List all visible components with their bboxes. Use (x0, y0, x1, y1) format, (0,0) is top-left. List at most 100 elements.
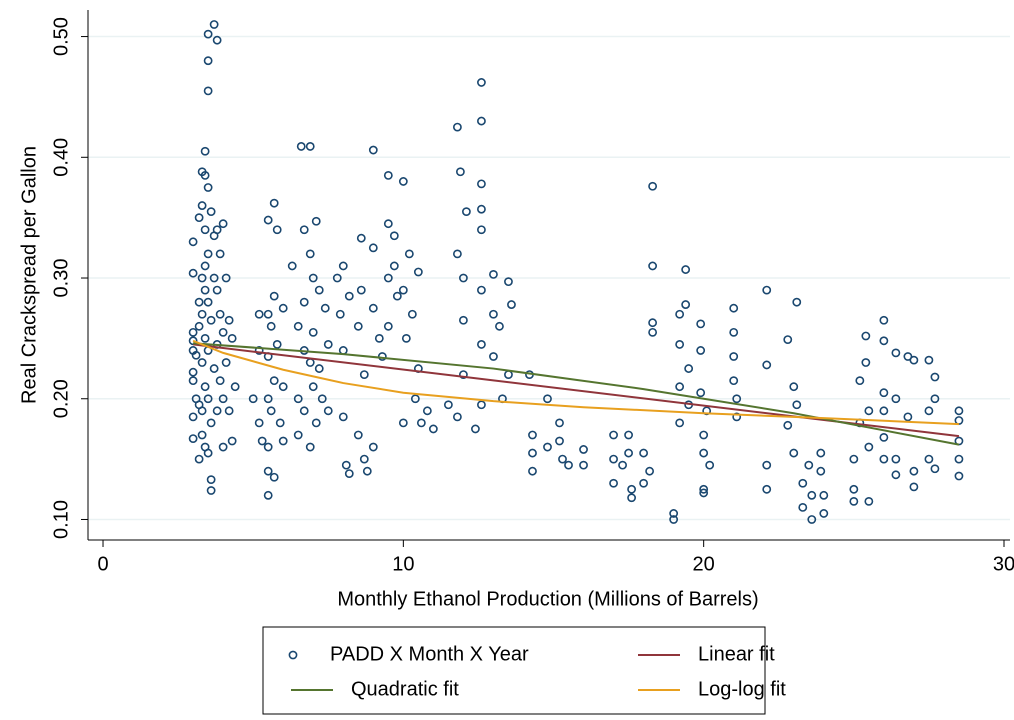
scatter-point (789, 382, 799, 392)
scatter-point (203, 297, 213, 307)
scatter-point (218, 219, 228, 229)
scatter-point (230, 382, 240, 392)
scatter-point (188, 367, 198, 377)
legend-box (262, 626, 766, 715)
scatter-point (699, 484, 709, 494)
scatter-point (269, 376, 279, 386)
scatter-point (293, 394, 303, 404)
scatter-point (645, 466, 655, 476)
scatter-point (200, 146, 210, 156)
scatter-point (335, 309, 345, 319)
scatter-point (305, 249, 315, 259)
scatter-point (224, 406, 234, 416)
x-axis-label: Monthly Ethanol Production (Millions of … (337, 588, 758, 610)
scatter-point (924, 454, 934, 464)
scatter-point (792, 400, 802, 410)
scatter-point (368, 243, 378, 253)
scatter-point (305, 442, 315, 452)
scatter-point (762, 484, 772, 494)
scatter-point (543, 442, 552, 452)
scatter-point (263, 442, 273, 452)
scatter-point (861, 358, 871, 367)
scatter-point (924, 406, 934, 416)
scatter-point (188, 327, 198, 337)
scatter-point (879, 388, 889, 398)
scatter-point (648, 181, 658, 191)
scatter-point (579, 445, 588, 454)
scatter-point (675, 382, 685, 392)
scatter-point (203, 56, 213, 66)
scatter-point (627, 493, 636, 503)
scatter-point (359, 454, 369, 464)
scatter-point (891, 394, 901, 404)
scatter-point (212, 285, 222, 295)
scatter-point (254, 309, 264, 319)
scatter-point (477, 204, 486, 214)
scatter-point (374, 333, 384, 343)
scatter-point (203, 448, 213, 458)
scatter-point (197, 201, 207, 210)
scatter-point (528, 448, 537, 458)
scatter-point (489, 269, 498, 279)
scatter-point (191, 350, 201, 360)
scatter-point (879, 336, 889, 346)
scatter-point (344, 469, 354, 478)
scatter-point (227, 436, 237, 446)
scatter-point (819, 509, 829, 518)
scatter-point (477, 116, 486, 126)
scatter-point (200, 225, 210, 235)
scatter-point (209, 20, 219, 29)
scatter-point (212, 225, 222, 235)
scatter-point (227, 333, 237, 343)
scatter-point (263, 215, 273, 225)
scatter-point (215, 376, 225, 386)
scatter-point (732, 412, 742, 422)
fit-line (192, 339, 959, 426)
scatter-point (624, 448, 633, 458)
scatter-point (398, 177, 408, 186)
scatter-point (344, 291, 354, 301)
scatter-point (504, 277, 513, 287)
scatter-point (696, 388, 706, 398)
scatter-point (558, 454, 567, 464)
scatter-point (762, 285, 772, 295)
scatter-point (197, 309, 207, 319)
scatter-point (477, 78, 486, 87)
scatter-point (314, 285, 324, 295)
scatter-point (477, 400, 486, 410)
scatter-point (855, 376, 865, 386)
y-tick-label: 0.50 (50, 17, 72, 56)
scatter-point (930, 464, 940, 474)
legend-label: Linear fit (698, 643, 775, 665)
scatter-point (609, 454, 618, 464)
scatter-point (909, 482, 919, 492)
y-axis-label: Real Crackspread per Gallon (18, 146, 40, 404)
scatter-point (401, 333, 411, 343)
scatter-point (320, 303, 330, 313)
scatter-point (299, 406, 309, 416)
scatter-point (200, 285, 210, 295)
legend-label: PADD X Month X Year (330, 643, 529, 665)
scatter-point (428, 424, 438, 434)
scatter-point (194, 321, 204, 331)
scatter-point (648, 318, 658, 328)
scatter-point (368, 442, 378, 452)
scatter-point (383, 219, 393, 229)
x-tick-label: 10 (392, 553, 414, 575)
scatter-point (954, 471, 964, 481)
scatter-point (203, 249, 213, 259)
scatter-point (489, 309, 498, 319)
scatter-point (368, 145, 378, 155)
scatter-point (203, 183, 213, 192)
scatter-point (489, 352, 498, 361)
scatter-point (221, 273, 231, 283)
scatter-point (413, 267, 423, 277)
scatter-point (188, 412, 198, 422)
scatter-point (528, 466, 537, 476)
scatter-point (254, 346, 264, 355)
scatter-point (528, 430, 537, 440)
scatter-point (930, 394, 940, 404)
scatter-point (627, 484, 636, 494)
scatter-point (197, 406, 207, 416)
scatter-point (443, 400, 453, 410)
